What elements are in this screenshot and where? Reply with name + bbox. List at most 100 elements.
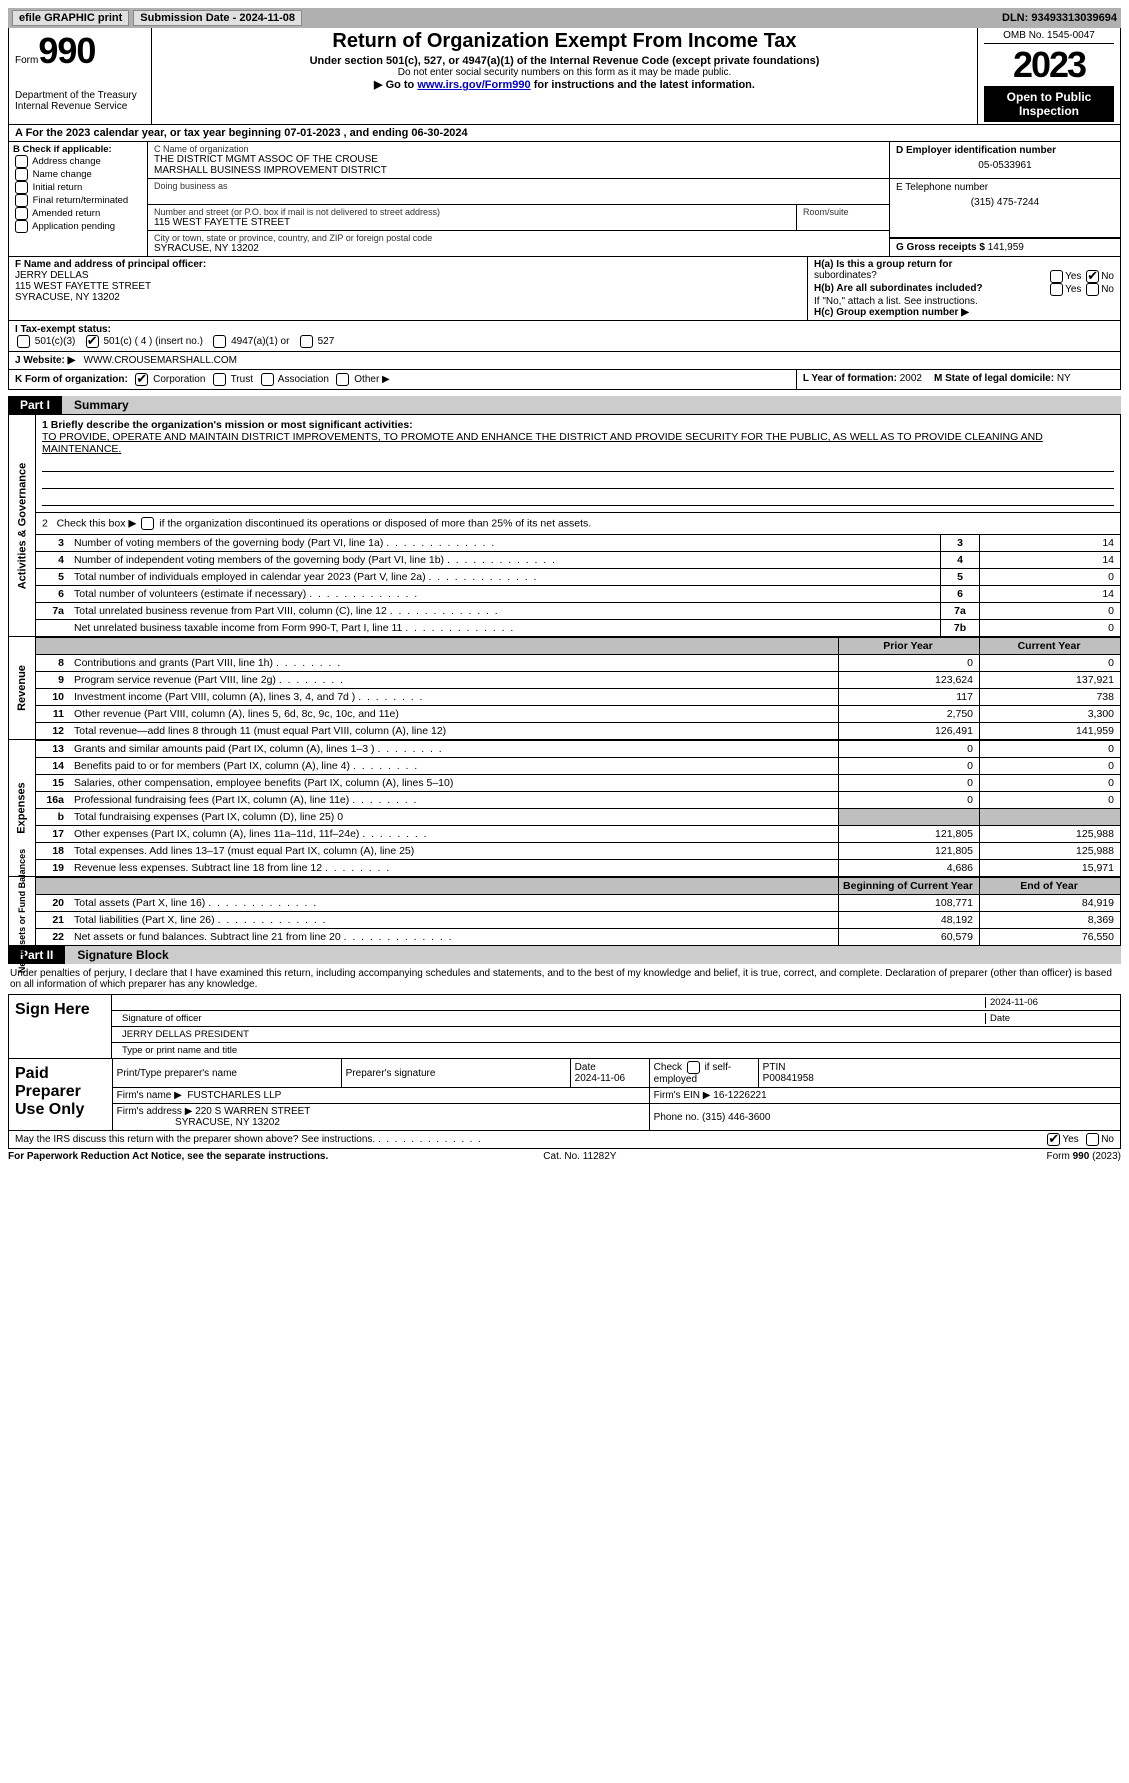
mission-text: TO PROVIDE, OPERATE AND MAINTAIN DISTRIC… <box>42 431 1043 455</box>
checkbox-icon[interactable] <box>213 335 226 348</box>
row-a-mid: , and ending <box>344 127 412 139</box>
box-c: C Name of organization THE DISTRICT MGMT… <box>148 142 889 256</box>
dln-label: DLN: <box>1002 12 1031 24</box>
table-row: Net unrelated business taxable income fr… <box>36 620 1120 637</box>
firm-phone-label: Phone no. <box>654 1112 702 1123</box>
table-row: 14Benefits paid to or for members (Part … <box>36 758 1120 775</box>
sig-officer-label: Signature of officer <box>118 1013 985 1024</box>
paid-preparer-table: Print/Type preparer's name Preparer's si… <box>113 1059 1120 1130</box>
table-row: 19Revenue less expenses. Subtract line 1… <box>36 860 1120 877</box>
h-b-note: If "No," attach a list. See instructions… <box>814 296 1114 307</box>
checkbox-icon[interactable] <box>135 373 148 386</box>
checkbox-icon[interactable] <box>1050 283 1063 296</box>
box-f: F Name and address of principal officer:… <box>9 257 808 320</box>
penalties-text: Under penalties of perjury, I declare th… <box>8 964 1121 994</box>
may-text: May the IRS discuss this return with the… <box>15 1134 481 1145</box>
table-row: 22Net assets or fund balances. Subtract … <box>36 929 1120 946</box>
k-opt3: Association <box>278 374 329 385</box>
part2-title: Signature Block <box>65 946 1121 964</box>
checkbox-icon[interactable] <box>1086 1133 1099 1146</box>
checkbox-icon[interactable] <box>1086 283 1099 296</box>
table-row: 15Salaries, other compensation, employee… <box>36 775 1120 792</box>
checkbox-icon[interactable] <box>336 373 349 386</box>
table-row: 16aProfessional fundraising fees (Part I… <box>36 792 1120 809</box>
submission-date-btn[interactable]: Submission Date - 2024-11-08 <box>133 10 302 26</box>
table-row: 12Total revenue—add lines 8 through 11 (… <box>36 723 1120 740</box>
goto-link[interactable]: www.irs.gov/Form990 <box>417 79 530 91</box>
paid-date: 2024-11-06 <box>575 1073 625 1084</box>
box-b-label: Application pending <box>32 221 115 232</box>
checkbox-icon[interactable] <box>15 168 28 181</box>
block-i: I Tax-exempt status: 501(c)(3) 501(c) ( … <box>8 320 1121 352</box>
box-b: B Check if applicable: Address change Na… <box>9 142 148 256</box>
checkbox-icon[interactable] <box>17 335 30 348</box>
box-b-label: Amended return <box>32 208 100 219</box>
table-expenses: 13Grants and similar amounts paid (Part … <box>36 740 1120 876</box>
org-name-2: MARSHALL BUSINESS IMPROVEMENT DISTRICT <box>154 165 883 176</box>
row-a-end: 06-30-2024 <box>411 127 467 139</box>
checkbox-icon[interactable] <box>86 335 99 348</box>
checkbox-icon[interactable] <box>261 373 274 386</box>
paperwork-notice: For Paperwork Reduction Act Notice, see … <box>8 1151 328 1162</box>
i-opt1: 501(c)(3) <box>35 336 76 347</box>
gross-receipts: 141,959 <box>988 242 1024 253</box>
checkbox-icon[interactable] <box>15 220 28 233</box>
subtitle-2: Do not enter social security numbers on … <box>158 67 971 78</box>
ein-value: 05-0533961 <box>896 156 1114 175</box>
k-opt1: Corporation <box>153 374 205 385</box>
checkbox-icon[interactable] <box>1086 270 1099 283</box>
box-b-item: Address change <box>13 155 143 168</box>
i-opt2: 501(c) ( 4 ) (insert no.) <box>103 336 202 347</box>
box-k-label: K Form of organization: <box>15 374 128 385</box>
i-opt3: 4947(a)(1) or <box>231 336 289 347</box>
checkbox-icon[interactable] <box>15 155 28 168</box>
i-opt4: 527 <box>318 336 335 347</box>
table-net-assets: Beginning of Current YearEnd of Year 20T… <box>36 877 1120 945</box>
goto-pre: Go to <box>386 79 418 91</box>
vlabel-na: Net Assets or Fund Balances <box>9 877 36 945</box>
checkbox-icon[interactable] <box>1047 1133 1060 1146</box>
website-value: WWW.CROUSEMARSHALL.COM <box>84 355 237 366</box>
row-a-pre: A For the 2023 calendar year, or tax yea… <box>15 127 284 139</box>
checkbox-icon[interactable] <box>1050 270 1063 283</box>
box-g-label: G Gross receipts $ <box>896 242 988 253</box>
box-e-label: E Telephone number <box>896 182 1114 193</box>
table-row: 20Total assets (Part X, line 16)108,7718… <box>36 895 1120 912</box>
checkbox-icon[interactable] <box>15 194 28 207</box>
table-row: 4Number of independent voting members of… <box>36 552 1120 569</box>
cat-no: Cat. No. 11282Y <box>543 1151 616 1162</box>
ptin-value: P00841958 <box>763 1073 814 1084</box>
vlabel-rev: Revenue <box>9 637 36 739</box>
checkbox-icon[interactable] <box>687 1061 700 1074</box>
h-preparer-sig: Preparer's signature <box>341 1059 570 1088</box>
checkbox-icon[interactable] <box>15 207 28 220</box>
header-right: OMB No. 1545-0047 2023 Open to Public In… <box>978 28 1120 124</box>
paid-preparer-label: Paid Preparer Use Only <box>9 1059 113 1130</box>
k-opt2: Trust <box>231 374 253 385</box>
year-formation: 2002 <box>900 373 922 384</box>
checkbox-icon[interactable] <box>141 517 154 530</box>
may-irs-discuss: May the IRS discuss this return with the… <box>8 1131 1121 1149</box>
firm-name-label: Firm's name ▶ <box>117 1090 182 1101</box>
date-label: Date <box>985 1013 1114 1024</box>
city-label: City or town, state or province, country… <box>154 233 883 243</box>
open-to-public: Open to Public Inspection <box>984 86 1114 122</box>
box-b-label: Address change <box>32 156 101 167</box>
officer-name-title: JERRY DELLAS PRESIDENT <box>118 1029 1114 1040</box>
efile-graphic-btn[interactable]: efile GRAPHIC print <box>12 10 129 26</box>
firm-name: FUSTCHARLES LLP <box>187 1090 281 1101</box>
box-b-item: Initial return <box>13 181 143 194</box>
table-row: 10Investment income (Part VIII, column (… <box>36 689 1120 706</box>
phone-value: (315) 475-7244 <box>896 193 1114 212</box>
table-row: Firm's address ▶ 220 S WARREN STREET SYR… <box>113 1104 1120 1131</box>
checkbox-icon[interactable] <box>15 181 28 194</box>
table-row: 5Total number of individuals employed in… <box>36 569 1120 586</box>
no-label: No <box>1101 271 1114 282</box>
omb-number: OMB No. 1545-0047 <box>984 30 1114 44</box>
street-value: 115 WEST FAYETTE STREET <box>154 217 790 228</box>
section-revenue: Revenue Prior YearCurrent Year 8Contribu… <box>8 637 1121 740</box>
table-row: 9Program service revenue (Part VIII, lin… <box>36 672 1120 689</box>
part1-title: Summary <box>62 396 1121 414</box>
checkbox-icon[interactable] <box>213 373 226 386</box>
checkbox-icon[interactable] <box>300 335 313 348</box>
